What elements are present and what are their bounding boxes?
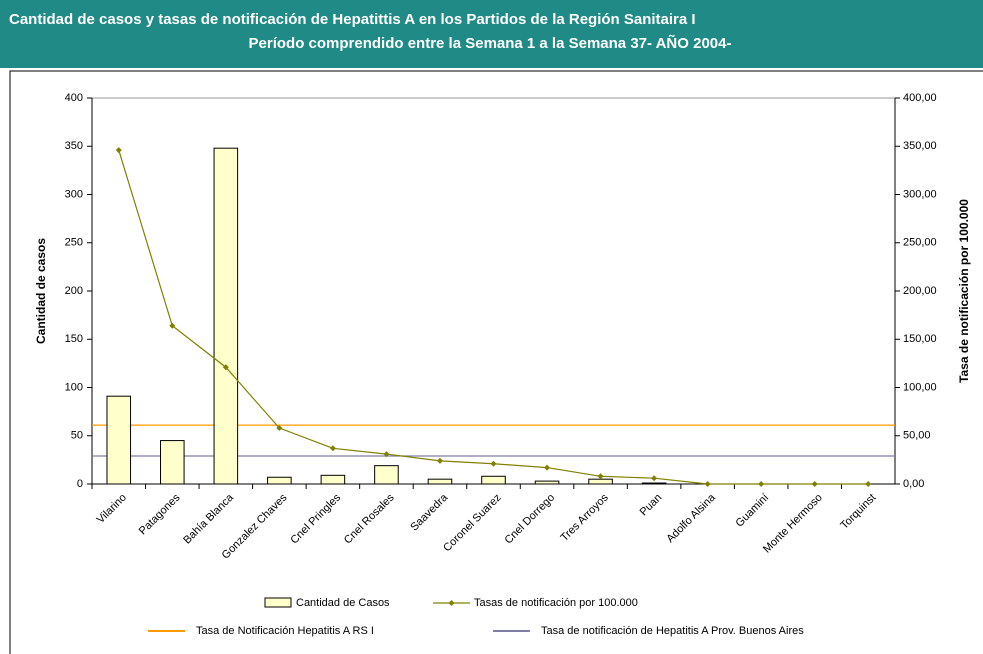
bar <box>213 147 239 485</box>
bar <box>641 482 667 485</box>
y2-tick-label: 0,00 <box>903 478 924 490</box>
y-tick-label: 250 <box>65 237 83 249</box>
bar <box>427 478 453 485</box>
rate-marker <box>276 425 283 432</box>
y2-tick-label: 250,00 <box>903 237 937 249</box>
chart-frame <box>9 70 983 654</box>
rate-marker <box>811 481 818 487</box>
rate-marker <box>865 481 872 487</box>
rate-marker <box>758 481 765 487</box>
legend-label: Tasa de Notificación Hepatitis A RS I <box>196 625 374 637</box>
rate-marker <box>651 475 658 482</box>
rate-marker <box>544 464 551 471</box>
bar <box>534 480 560 485</box>
bar <box>160 440 185 485</box>
y-tick-label: 350 <box>65 140 83 152</box>
bar <box>588 478 613 485</box>
rate-marker <box>436 457 443 464</box>
y-tick-label: 400 <box>65 92 83 104</box>
rate-marker <box>222 364 229 371</box>
y-tick-label: 300 <box>65 188 83 200</box>
legend-label: Cantidad de Casos <box>296 597 390 609</box>
legend-label: Tasa de notificación de Hepatitis A Prov… <box>541 625 804 637</box>
y-tick-label: 200 <box>65 285 83 297</box>
y-tick-label: 100 <box>65 381 83 393</box>
title-line-2: Período comprendido entre la Semana 1 a … <box>249 34 732 52</box>
rate-marker <box>383 451 390 458</box>
title-line-1: Cantidad de casos y tasas de notificació… <box>9 11 696 28</box>
bar <box>106 395 132 485</box>
bar <box>267 476 292 485</box>
legend-swatch <box>448 600 455 606</box>
header-band <box>0 0 983 68</box>
y2-tick-label: 350,00 <box>903 140 937 152</box>
rate-marker <box>597 473 604 480</box>
y2-tick-label: 50,00 <box>903 430 931 442</box>
bar <box>374 465 399 485</box>
rate-marker <box>490 460 497 467</box>
bar <box>481 475 506 485</box>
y-tick-label: 50 <box>71 430 83 442</box>
legend-label: Tasas de notificación por 100.000 <box>474 597 638 609</box>
y2-tick-label: 150,00 <box>903 333 937 345</box>
rate-marker <box>169 322 176 329</box>
rate-marker <box>329 445 336 452</box>
y2-axis-label: Tasa de notificación por 100.000 <box>957 199 971 383</box>
bar <box>320 474 346 485</box>
y2-tick-label: 400,00 <box>903 92 937 104</box>
y-axis-label: Cantidad de casos <box>34 238 48 344</box>
y2-tick-label: 100,00 <box>903 381 937 393</box>
rate-marker <box>115 147 122 154</box>
y-tick-label: 150 <box>65 333 83 345</box>
rate-marker <box>704 481 711 487</box>
y2-tick-label: 200,00 <box>903 285 937 297</box>
legend-swatch <box>264 597 292 608</box>
y-tick-label: 0 <box>77 478 83 490</box>
y2-tick-label: 300,00 <box>903 188 937 200</box>
